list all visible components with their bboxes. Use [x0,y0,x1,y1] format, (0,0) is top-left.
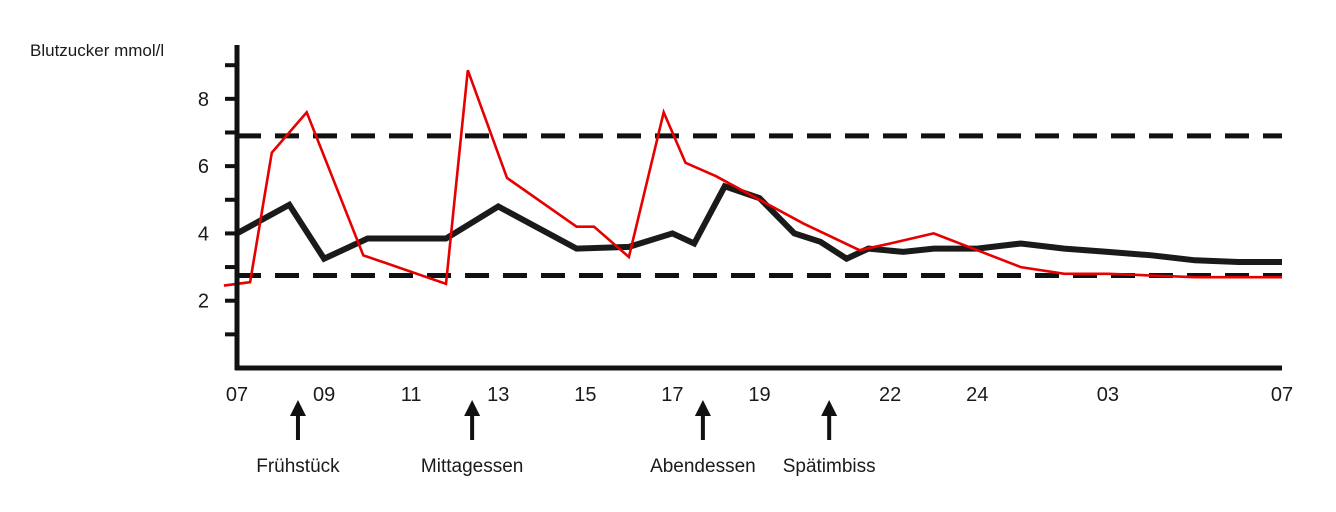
y-tick-label-0: 2 [198,291,209,313]
event-label-0: Frühstück [256,456,340,477]
meal-annotations: Frühstück Mittagessen Abendessen Spätimbiss [256,400,876,477]
event-arrow-head-0 [289,400,306,416]
y-tick-label-2: 6 [198,156,209,178]
x-tick-label-7: 22 [879,384,901,406]
axes [234,45,1282,371]
series-lines [223,69,1282,287]
x-tick-label-2: 11 [401,384,422,406]
event-label-2: Abendessen [650,456,756,477]
x-tick-label-5: 17 [661,384,683,406]
y-tick-label-1: 4 [198,223,209,245]
y-tick-label-3: 8 [198,89,209,111]
x-tick-label-1: 09 [313,384,335,406]
series-line-1 [223,69,1282,287]
event-arrow-head-1 [464,400,481,416]
event-label-1: Mittagessen [421,456,523,477]
x-tick-label-10: 07 [1271,384,1293,406]
x-tick-label-0: 07 [226,384,248,406]
x-tick-label-3: 13 [487,384,509,406]
y-axis-title: Blutzucker mmol/l [30,41,164,60]
x-tick-label-8: 24 [966,384,988,406]
reference-lines [237,133,1282,278]
event-arrow-head-3 [821,400,838,416]
event-label-3: Spätimbiss [783,456,876,477]
event-arrow-head-2 [694,400,711,416]
series-line-0 [235,182,1282,265]
x-tick-label-4: 15 [574,384,596,406]
x-tick-label-9: 03 [1097,384,1119,406]
x-tick-label-6: 19 [748,384,770,406]
